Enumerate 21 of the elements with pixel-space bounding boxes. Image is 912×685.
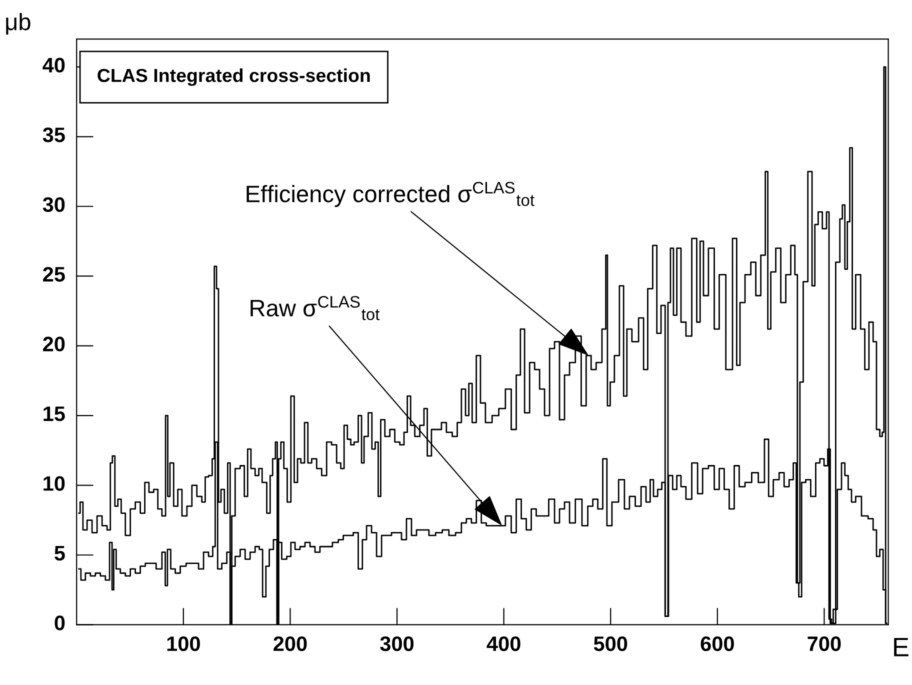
x-axis-title: E: [894, 638, 908, 656]
y-tick-label: 20: [43, 336, 65, 352]
x-tick-label: 400: [486, 636, 520, 652]
text: CLAS Integrated cross-section: [98, 68, 370, 86]
x-tick-label: 300: [380, 636, 414, 652]
y-tick-label: 35: [42, 127, 65, 142]
y-axis-title: μb: [6, 12, 30, 35]
y-tick-label: 40: [42, 58, 65, 73]
y-tick-label: 10: [44, 476, 65, 491]
x-tick-label: 200: [274, 636, 307, 652]
x-tick-label: 500: [594, 636, 628, 652]
x-tick-label: 700: [808, 636, 841, 652]
y-tick-label: 15: [44, 406, 65, 422]
annotation: Raw σ$^{CLAS}$$_{tot}$: [250, 296, 380, 320]
y-tick-label: 25: [43, 266, 65, 282]
y-tick-label: 30: [42, 197, 65, 212]
x-tick-label: 600: [700, 636, 734, 652]
x-tick-label: 100: [167, 636, 200, 652]
y-tick-label: 5: [54, 546, 65, 561]
y-tick-label: 0: [54, 616, 65, 630]
annotation: Efficiency corrected σ$^{CLAS}$$_{tot}$: [246, 182, 534, 208]
